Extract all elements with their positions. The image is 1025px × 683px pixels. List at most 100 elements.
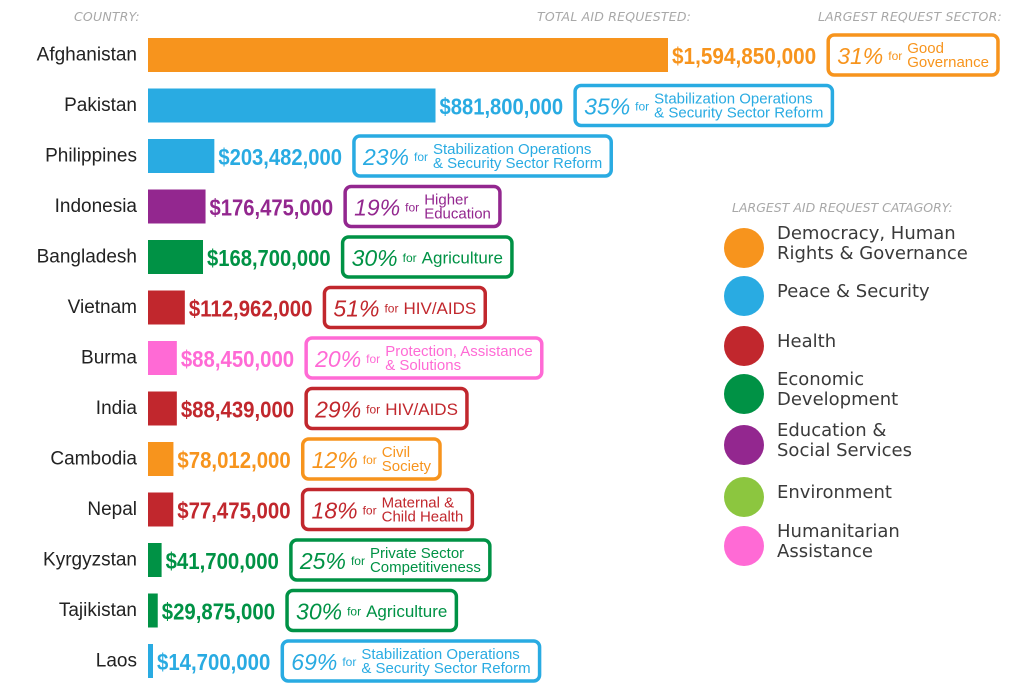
value-label: $168,700,000 xyxy=(207,245,331,271)
bar xyxy=(148,442,174,476)
country-label: Afghanistan xyxy=(37,45,137,66)
largest-sector-column-header: LARGEST REQUEST SECTOR: xyxy=(818,9,1002,24)
country-label: Vietnam xyxy=(68,297,137,318)
value-label: $881,800,000 xyxy=(440,94,564,120)
legend-item-peace-security: Peace & Security xyxy=(724,272,1019,318)
sector-box: 51% for HIV/AIDS xyxy=(322,285,487,330)
sector-text: Maternal & xyxy=(382,495,455,512)
sector-box: 30% for Agriculture xyxy=(285,588,459,633)
sector-text: & Security Sector Reform xyxy=(433,155,602,172)
legend-swatch-icon xyxy=(724,326,764,366)
sector-text: Competitiveness xyxy=(370,559,481,576)
country-label: Pakistan xyxy=(64,95,137,116)
sector-box: 35% for Stabilization Operations& Security… xyxy=(573,83,835,128)
sector-text: & Security Sector Reform xyxy=(361,660,530,677)
sector-text: Society xyxy=(382,458,432,475)
sector-percent: 23% xyxy=(362,144,409,170)
legend-swatch-icon xyxy=(724,425,764,465)
sector-text: Agriculture xyxy=(366,602,447,621)
sector-text: Governance xyxy=(907,54,989,71)
sector-percent: 25% xyxy=(299,548,346,574)
bar xyxy=(148,391,177,426)
bar xyxy=(148,139,215,173)
country-label: Laos xyxy=(96,651,137,672)
legend-label: Peace & Security xyxy=(777,281,930,302)
sector-for: for xyxy=(403,251,417,265)
sector-text: Private Sector xyxy=(370,545,464,562)
sector-percent: 20% xyxy=(314,346,361,372)
sector-percent: 69% xyxy=(291,649,337,675)
sector-box: 69% for Stabilization Operations& Security… xyxy=(280,639,542,683)
sector-for: for xyxy=(405,201,419,215)
legend-swatch-icon xyxy=(724,526,764,566)
sector-percent: 31% xyxy=(837,43,883,69)
sector-percent: 19% xyxy=(354,195,400,221)
sector-box-border xyxy=(826,33,1000,77)
legend-title: LARGEST AID REQUEST CATAGORY: xyxy=(732,200,953,215)
legend-label: Humanitarian Assistance xyxy=(777,521,900,562)
value-label: $176,475,000 xyxy=(210,195,334,221)
bar xyxy=(148,88,436,123)
sector-for: for xyxy=(347,605,361,619)
sector-for: for xyxy=(414,150,428,164)
sector-box-border xyxy=(289,538,492,582)
legend-item-education: Education & Social Services xyxy=(724,421,1019,467)
sector-for: for xyxy=(635,100,649,114)
sector-box-border xyxy=(322,285,487,330)
sector-box-border xyxy=(573,83,835,128)
value-label: $88,450,000 xyxy=(181,346,294,372)
legend-item-health: Health xyxy=(724,322,1019,368)
sector-box-border xyxy=(304,336,544,380)
legend-label: Environment xyxy=(777,482,892,503)
sector-for: for xyxy=(366,352,380,366)
value-label: $77,475,000 xyxy=(177,498,290,524)
value-label: $88,439,000 xyxy=(181,397,294,423)
sector-text: Education xyxy=(424,206,491,223)
sector-box-border xyxy=(352,134,613,178)
sector-text: Protection, Assistance xyxy=(385,343,533,360)
value-label: $78,012,000 xyxy=(177,447,290,473)
sector-box-border xyxy=(343,184,502,229)
sector-text: Civil xyxy=(382,444,410,461)
sector-text: Agriculture xyxy=(422,249,503,268)
sector-box: 23% for Stabilization Operations& Security… xyxy=(352,134,613,178)
legend-label: Economic Development xyxy=(777,369,899,410)
value-label: $29,875,000 xyxy=(162,599,275,625)
value-label: $41,700,000 xyxy=(166,548,279,574)
legend-item-democracy: Democracy, Human Rights & Governance xyxy=(724,224,1019,270)
sector-text: & Security Sector Reform xyxy=(654,105,823,122)
sector-percent: 29% xyxy=(314,397,361,423)
bar xyxy=(148,240,204,274)
sector-for: for xyxy=(366,403,380,417)
sector-text: HIV/AIDS xyxy=(385,400,458,419)
country-label: Philippines xyxy=(45,146,137,167)
sector-text: HIV/AIDS xyxy=(403,299,476,318)
value-label: $14,700,000 xyxy=(157,649,270,675)
sector-percent: 30% xyxy=(296,599,342,625)
sector-box-border xyxy=(280,639,542,683)
legend-swatch-icon xyxy=(724,228,764,268)
sector-percent: 12% xyxy=(312,447,358,473)
sector-text: Stabilization Operations xyxy=(433,141,591,158)
sector-percent: 18% xyxy=(312,498,358,524)
value-label: $203,482,000 xyxy=(218,144,342,170)
sector-box-border xyxy=(300,487,475,532)
sector-for: for xyxy=(363,453,377,467)
legend-swatch-icon xyxy=(724,374,764,414)
bar xyxy=(148,341,177,375)
sector-text: & Solutions xyxy=(385,357,461,374)
country-column-header: COUNTRY: xyxy=(74,9,140,24)
sector-for: for xyxy=(342,655,356,669)
country-label: Bangladesh xyxy=(37,247,137,268)
bar xyxy=(148,644,153,678)
country-label: Nepal xyxy=(87,499,137,520)
bar xyxy=(148,290,185,325)
sector-percent: 30% xyxy=(352,245,398,271)
country-label: Burma xyxy=(81,348,137,369)
sector-text: Stabilization Operations xyxy=(654,91,812,108)
country-label: India xyxy=(96,398,138,419)
sector-for: for xyxy=(384,302,398,316)
